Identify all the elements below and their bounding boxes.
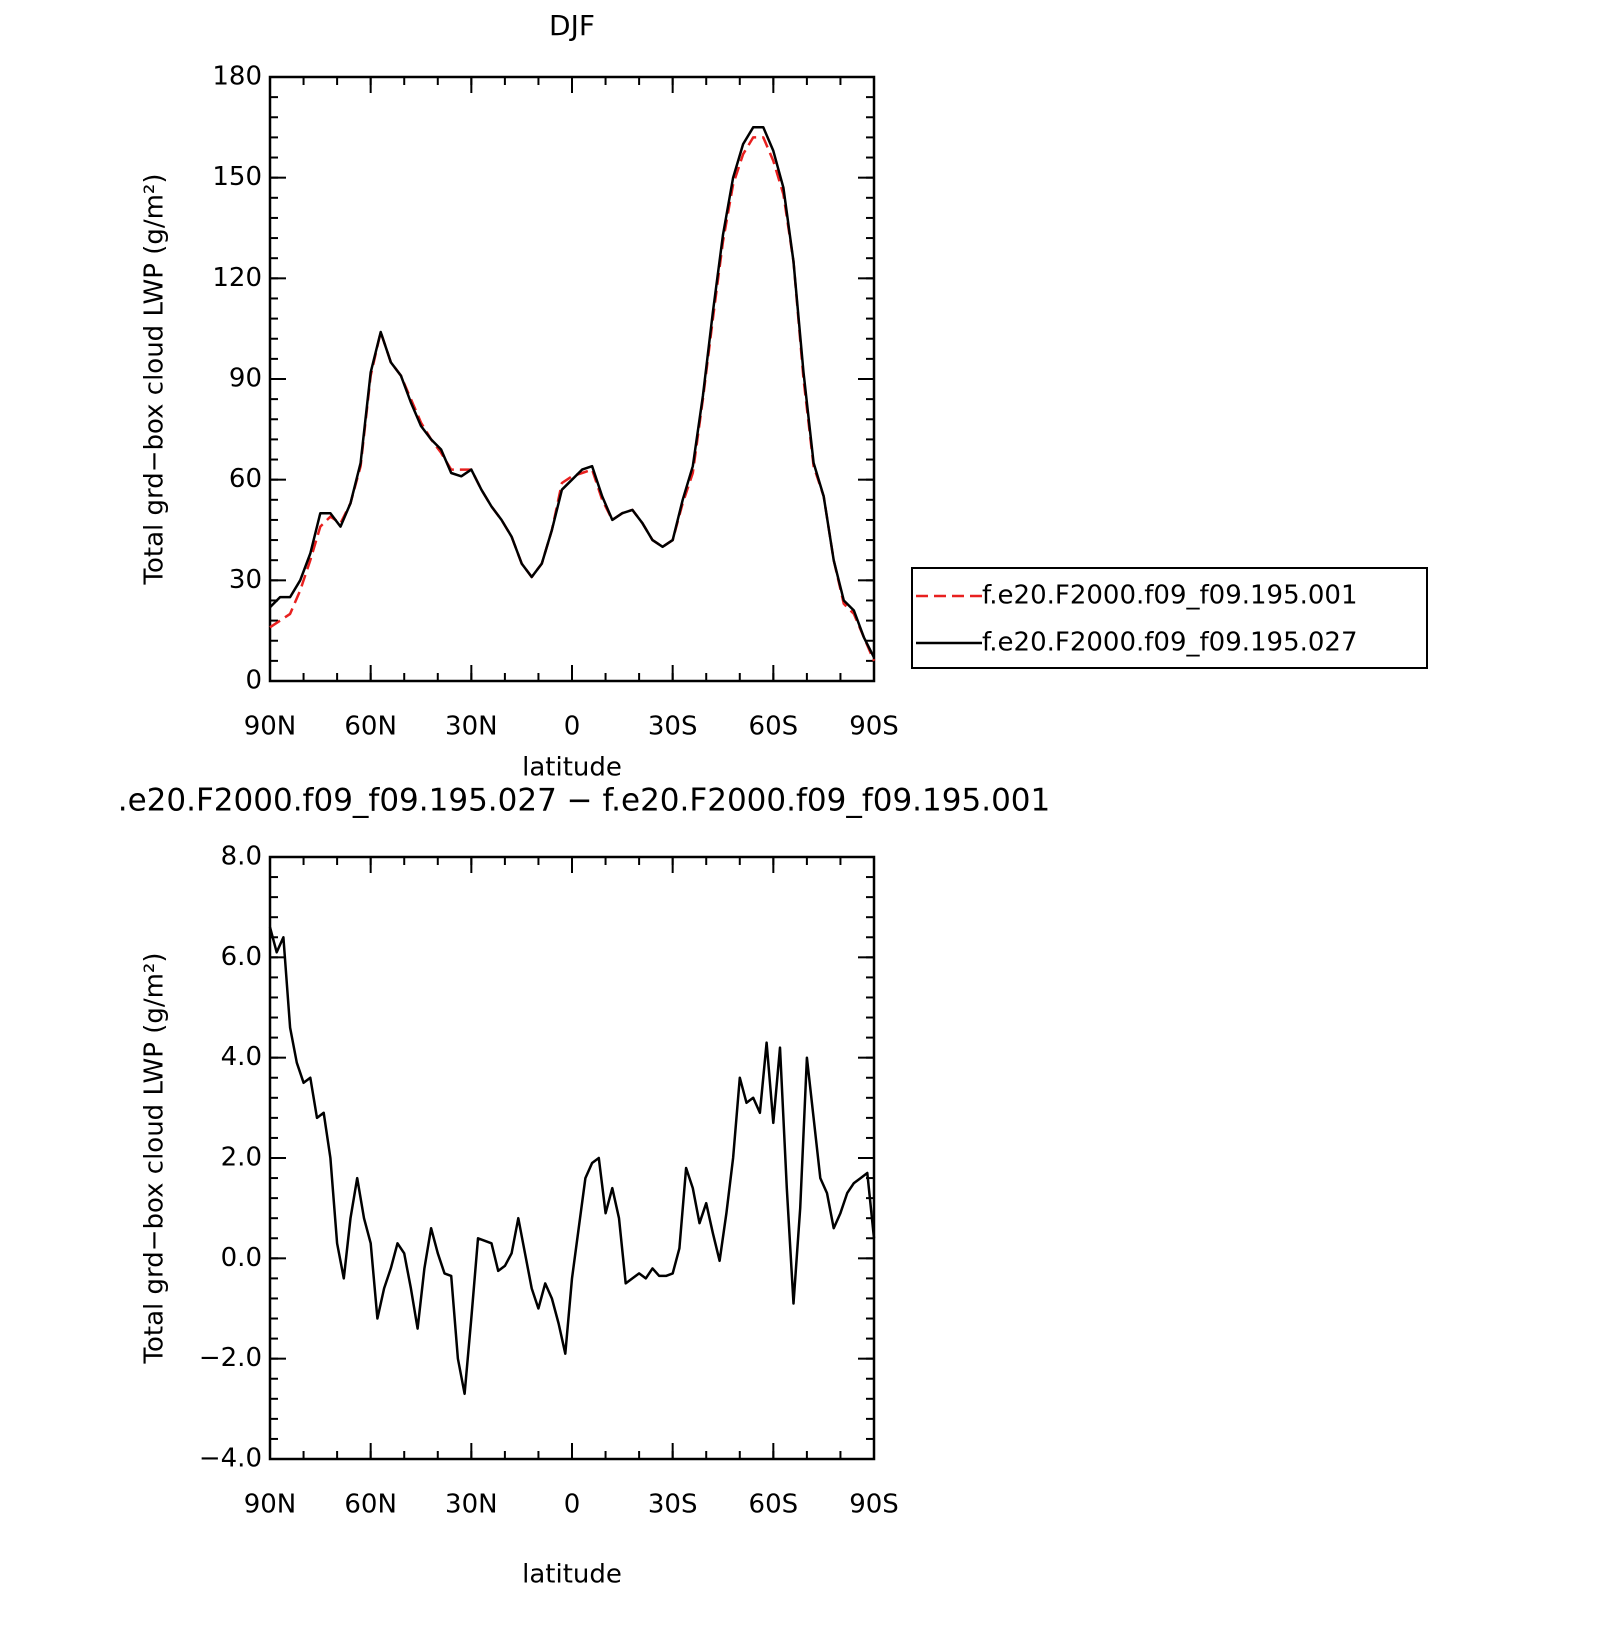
y-tick-label: 120 [212, 263, 262, 293]
plot-frame [268, 75, 876, 683]
x-tick-label: 90S [849, 712, 899, 742]
y-tick-label: 180 [212, 62, 262, 92]
y-axis-label: Total grd−box cloud LWP (g/m²) [140, 174, 170, 586]
y-tick-label: 60 [229, 464, 262, 494]
x-axis-label: latitude [522, 1560, 622, 1590]
x-tick-label: 0 [564, 1490, 581, 1520]
x-tick-label: 60S [749, 1490, 799, 1520]
legend-label: f.e20.F2000.f09_f09.195.001 [982, 581, 1358, 611]
y-tick-label: 4.0 [221, 1042, 262, 1072]
chart-title: DJF [549, 9, 595, 42]
y-tick-label: 30 [229, 565, 262, 595]
y-tick-label: 0 [245, 666, 262, 696]
x-tick-label: 0 [564, 712, 581, 742]
y-tick-label: 150 [212, 162, 262, 192]
x-tick-label: 90N [244, 1490, 297, 1520]
y-tick-label: 6.0 [221, 942, 262, 972]
data-line [269, 126, 876, 659]
x-tick-label: 30N [445, 712, 498, 742]
y-axis-label: Total grd−box cloud LWP (g/m²) [140, 953, 170, 1365]
y-tick-label: −4.0 [199, 1444, 262, 1474]
x-tick-label: 30S [648, 712, 698, 742]
x-tick-label: 60S [749, 712, 799, 742]
chart-title: .e20.F2000.f09_f09.195.027 − f.e20.F2000… [118, 783, 1050, 819]
x-tick-label: 60N [344, 712, 397, 742]
x-tick-label: 60N [344, 1490, 397, 1520]
y-tick-label: 90 [229, 364, 262, 394]
legend-box [911, 567, 1428, 669]
y-tick-label: 8.0 [221, 842, 262, 872]
x-tick-label: 30S [648, 1490, 698, 1520]
y-tick-label: 0.0 [221, 1243, 262, 1273]
y-tick-label: 2.0 [221, 1143, 262, 1173]
legend-label: f.e20.F2000.f09_f09.195.027 [982, 628, 1358, 658]
x-axis-label: latitude [522, 753, 622, 783]
data-line [268, 926, 876, 1396]
x-tick-label: 30N [445, 1490, 498, 1520]
x-tick-label: 90N [244, 712, 297, 742]
plot-frame [268, 855, 876, 1461]
data-line [269, 136, 876, 662]
y-tick-label: −2.0 [199, 1343, 262, 1373]
x-tick-label: 90S [849, 1490, 899, 1520]
